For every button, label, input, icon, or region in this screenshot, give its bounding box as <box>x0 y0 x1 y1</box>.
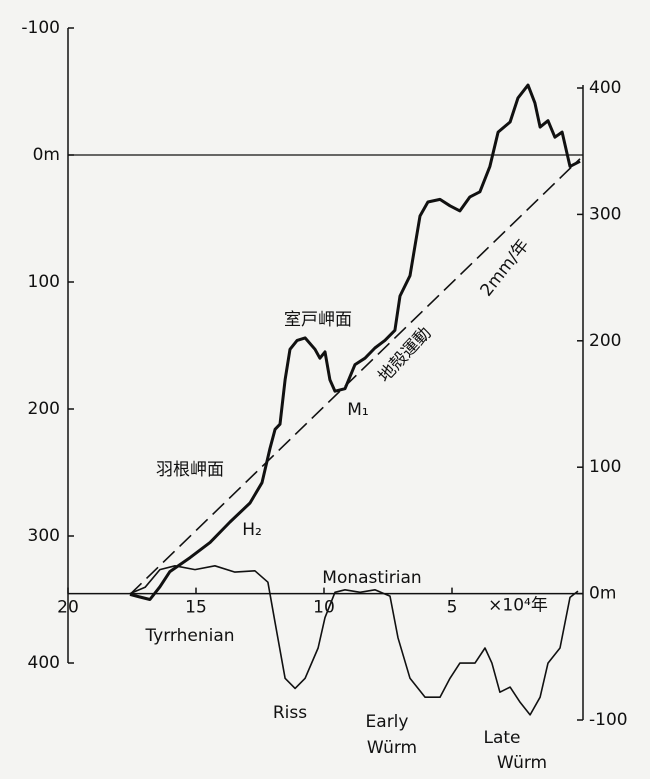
y-tick-label: 200 <box>28 399 60 419</box>
annotation: 室戸岬面 <box>284 310 352 330</box>
y-tick-label: 0m <box>33 145 60 165</box>
x-tick-label: 10 <box>313 598 335 618</box>
y-tick-label: -100 <box>21 18 60 38</box>
x-tick-label: 5 <box>447 598 458 618</box>
series-line <box>129 83 581 601</box>
annotation: Würm <box>367 738 417 758</box>
annotation: Tyrrhenian <box>144 626 234 646</box>
annotation: Monastirian <box>322 568 421 588</box>
y2-tick-label: 0m <box>589 584 616 604</box>
series-line <box>129 565 579 716</box>
annotation: 羽根岬面 <box>156 460 224 480</box>
annotation: Würm <box>497 753 547 773</box>
annotation: H₂ <box>242 520 262 540</box>
y-tick-label: 400 <box>28 653 60 673</box>
annotation: Riss <box>273 703 307 723</box>
y2-tick-label: 300 <box>589 204 621 224</box>
y-tick-label: 100 <box>28 272 60 292</box>
annotation: 2mm/年 <box>477 236 534 301</box>
annotation: Early <box>366 712 409 732</box>
annotation: 地殻運動 <box>374 323 435 386</box>
x-tick-label: 15 <box>185 598 207 618</box>
x-tick-label: 20 <box>57 598 79 618</box>
series-line <box>129 158 581 595</box>
x-unit: ×10⁴年 <box>488 596 548 616</box>
y-tick-label: 300 <box>28 526 60 546</box>
y2-tick-label: 200 <box>589 331 621 351</box>
y2-tick-label: 100 <box>589 457 621 477</box>
annotation: Late <box>483 728 520 748</box>
y2-tick-label: 400 <box>589 78 621 98</box>
y2-tick-label: -100 <box>589 710 628 730</box>
annotation: M₁ <box>347 400 368 420</box>
